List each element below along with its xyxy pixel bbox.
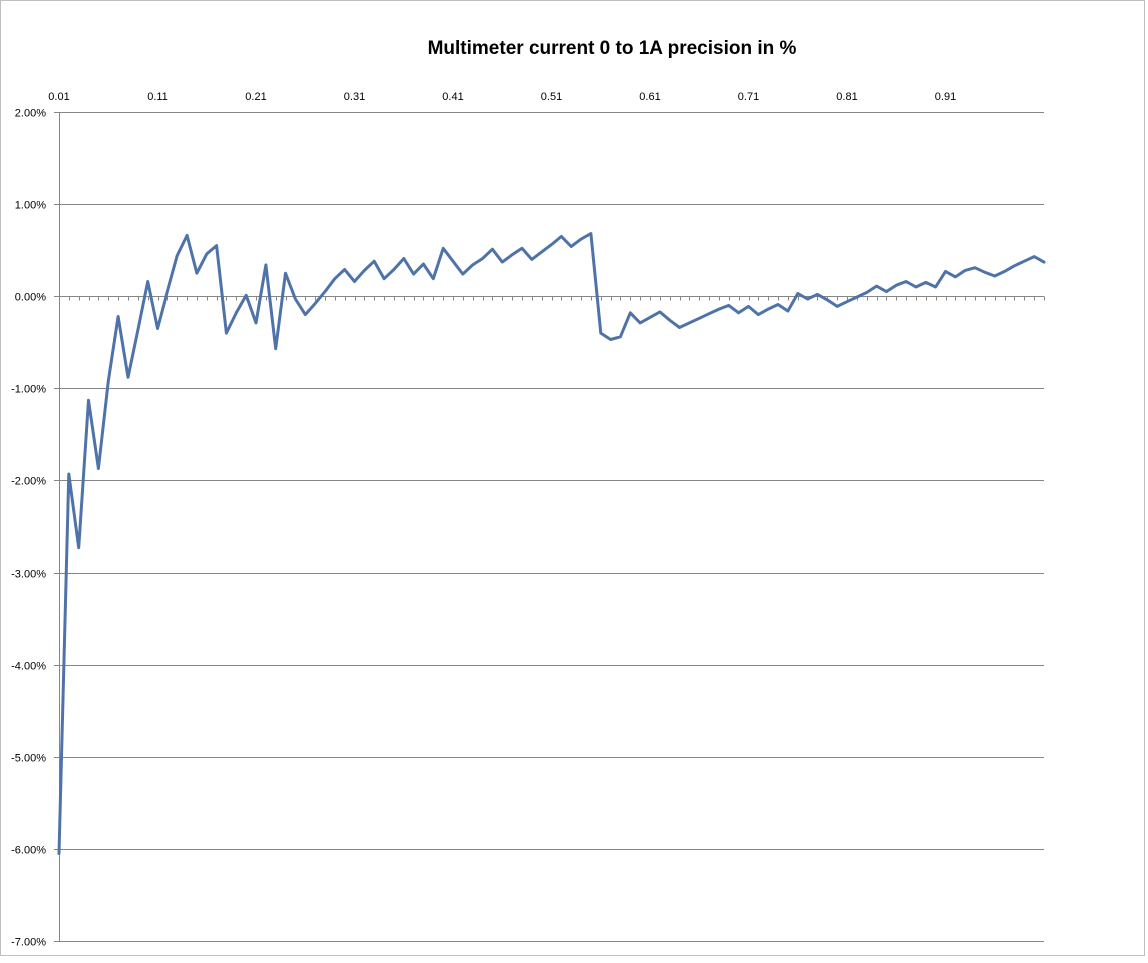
series-layer <box>57 232 1046 855</box>
x-tick-label: 0.21 <box>245 91 266 103</box>
y-tick-label: -2.00% <box>11 476 46 488</box>
x-tick-label: 0.61 <box>639 91 660 103</box>
gridlines <box>54 112 1044 942</box>
x-tick-label: 0.51 <box>541 91 562 103</box>
axes <box>59 112 1045 941</box>
x-tick-label: 0.91 <box>935 91 956 103</box>
y-tick-label: -7.00% <box>11 937 46 949</box>
y-tick-label: 1.00% <box>15 200 46 212</box>
x-tick-label: 0.41 <box>442 91 463 103</box>
x-tick-label: 0.31 <box>344 91 365 103</box>
tick-labels: 2.00% 1.00% 0.00% -1.00% -2.00% -3.00% -4.00% -… <box>11 91 956 949</box>
x-tick-label: 0.11 <box>147 91 168 103</box>
x-tick-label: 0.01 <box>48 91 69 103</box>
y-tick-label: 0.00% <box>15 292 46 304</box>
y-tick-label: 2.00% <box>15 108 46 120</box>
y-tick-label: -3.00% <box>11 569 46 581</box>
y-tick-label: -5.00% <box>11 753 46 765</box>
y-tick-label: -6.00% <box>11 845 46 857</box>
x-tick-label: 0.81 <box>836 91 857 103</box>
y-tick-label: -4.00% <box>11 661 46 673</box>
series-line <box>57 232 1046 855</box>
y-tick-label: -1.00% <box>11 384 46 396</box>
x-tick-label: 0.71 <box>738 91 759 103</box>
chart-title: Multimeter current 0 to 1A precision in … <box>428 38 797 59</box>
